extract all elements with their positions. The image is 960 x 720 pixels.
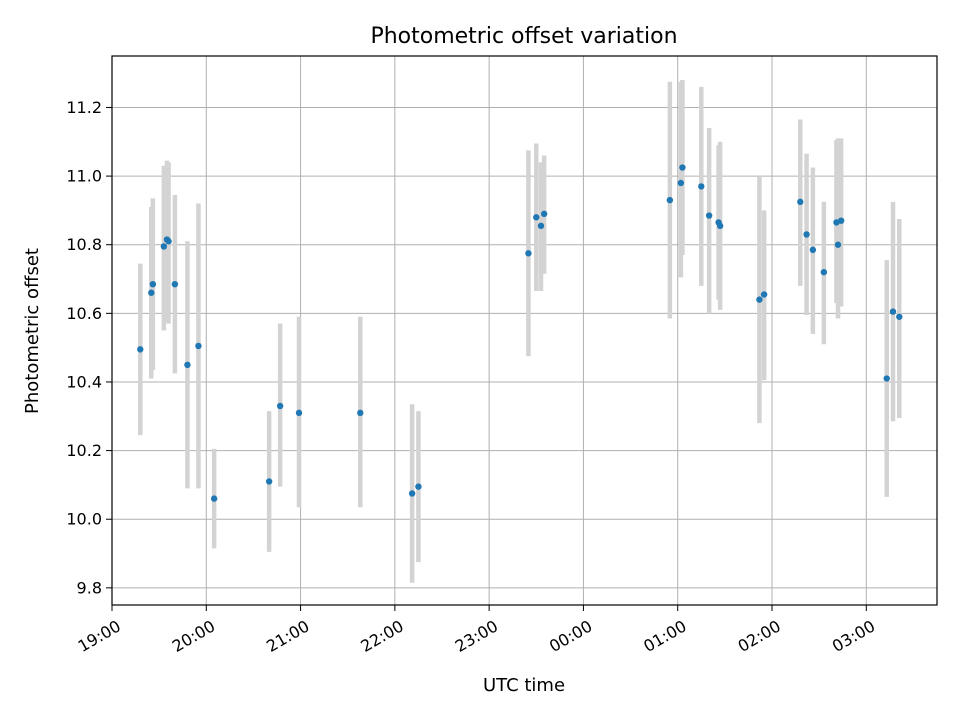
data-point bbox=[415, 483, 422, 490]
x-tick-label: 21:00 bbox=[263, 616, 312, 656]
data-point bbox=[797, 198, 804, 206]
data-point bbox=[820, 268, 828, 276]
data-point bbox=[137, 346, 144, 353]
y-tick-label: 11.0 bbox=[66, 167, 102, 186]
grid-lines bbox=[111, 56, 937, 605]
x-axis-label: UTC time bbox=[483, 675, 565, 696]
data-point bbox=[148, 289, 155, 296]
data-point bbox=[760, 291, 768, 298]
y-axis-ticks: 9.8 10.0 10.2 10.4 10.6 10.8 11.0 11.2 bbox=[66, 98, 112, 597]
data-point bbox=[184, 361, 191, 369]
data-point bbox=[540, 210, 548, 218]
data-point bbox=[165, 238, 172, 245]
x-tick-label: 20:00 bbox=[169, 616, 218, 656]
data-point bbox=[210, 495, 218, 502]
x-axis-ticks: 19:00 20:00 21:00 22:00 23:00 00:00 01:00 02:00… bbox=[75, 605, 878, 656]
data-point bbox=[537, 222, 545, 230]
x-tick-label: 03:00 bbox=[829, 616, 878, 656]
x-tick-label: 00:00 bbox=[546, 616, 595, 656]
data-point bbox=[195, 342, 202, 350]
data-point bbox=[883, 375, 890, 382]
y-tick-label: 10.8 bbox=[66, 235, 102, 254]
y-tick-label: 9.8 bbox=[77, 578, 102, 597]
y-tick-label: 10.4 bbox=[66, 372, 102, 391]
data-point bbox=[809, 246, 817, 254]
data-point bbox=[837, 217, 845, 224]
data-point bbox=[803, 231, 810, 238]
data-point bbox=[171, 280, 179, 288]
data-point bbox=[295, 409, 303, 417]
data-point bbox=[666, 196, 674, 204]
data-point bbox=[716, 222, 724, 230]
x-tick-label: 02:00 bbox=[735, 616, 784, 656]
chart-title: Photometric offset variation bbox=[370, 24, 677, 49]
data-point bbox=[533, 214, 540, 221]
data-point bbox=[698, 183, 705, 190]
y-tick-label: 10.0 bbox=[66, 510, 102, 529]
data-point bbox=[265, 478, 273, 485]
data-point bbox=[149, 280, 157, 288]
data-point bbox=[756, 296, 763, 303]
data-point bbox=[889, 308, 897, 315]
data-point bbox=[408, 490, 416, 497]
y-axis-label: Photometric offset bbox=[22, 248, 43, 414]
data-point bbox=[896, 313, 903, 320]
x-tick-label: 01:00 bbox=[640, 616, 689, 656]
data-point bbox=[357, 409, 364, 417]
x-tick-label: 19:00 bbox=[75, 616, 124, 656]
data-points bbox=[137, 164, 903, 502]
data-point bbox=[525, 250, 532, 257]
y-tick-label: 10.6 bbox=[66, 304, 102, 323]
x-tick-label: 22:00 bbox=[357, 616, 406, 656]
x-tick-label: 23:00 bbox=[452, 616, 501, 656]
data-point bbox=[834, 241, 842, 248]
data-point bbox=[705, 212, 713, 219]
data-point bbox=[679, 164, 686, 171]
plot-frame bbox=[111, 55, 938, 606]
error-bars bbox=[138, 80, 902, 583]
data-point bbox=[160, 243, 168, 250]
data-point bbox=[276, 402, 284, 410]
data-point bbox=[677, 179, 685, 187]
y-tick-label: 11.2 bbox=[66, 98, 102, 117]
y-tick-label: 10.2 bbox=[66, 441, 102, 460]
